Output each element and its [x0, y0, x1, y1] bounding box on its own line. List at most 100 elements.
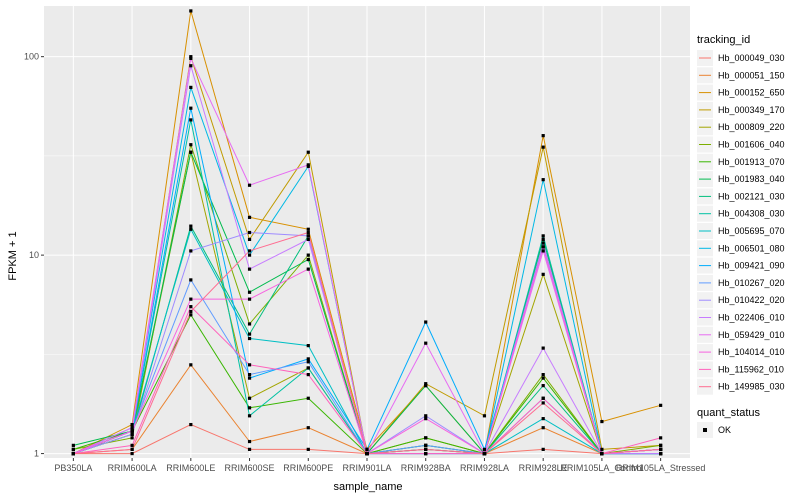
data-point	[424, 447, 428, 451]
x-axis-title: sample_name	[333, 481, 402, 493]
data-point	[247, 230, 252, 235]
legend-label: Hb_010422_020	[718, 295, 785, 305]
data-point	[189, 305, 193, 309]
data-point	[247, 447, 252, 451]
data-point	[424, 417, 428, 421]
data-point	[306, 257, 310, 262]
data-point	[247, 414, 252, 418]
x-tick-label: RRIM901LA	[342, 463, 391, 473]
legend-label: Hb_059429_010	[718, 330, 785, 340]
data-point	[130, 447, 134, 451]
data-point	[189, 224, 193, 228]
data-point	[541, 447, 545, 451]
data-point	[71, 451, 75, 456]
y-axis-title: FPKM + 1	[7, 231, 19, 280]
data-point	[541, 245, 545, 249]
data-point	[247, 363, 252, 367]
x-tick-label: RRIM105LA_Stressed	[616, 463, 706, 473]
legend-label: Hb_001983_040	[718, 174, 785, 184]
legend-label: Hb_000049_030	[718, 53, 785, 63]
data-point	[541, 272, 545, 276]
data-point	[306, 396, 310, 400]
axes: 1 10 100 PB350LA RRIM600LA RRIM600LE RRIM600SE…	[24, 52, 705, 473]
y-tick-label: 1	[34, 449, 39, 459]
data-point	[541, 426, 545, 430]
data-point	[541, 346, 545, 350]
data-point	[130, 426, 134, 430]
data-point	[541, 401, 545, 405]
data-point	[130, 422, 134, 427]
data-point	[247, 322, 252, 326]
legend-label: Hb_002121_030	[718, 191, 785, 201]
data-point	[189, 85, 193, 90]
data-point	[306, 366, 310, 370]
legend-label: Hb_000809_220	[718, 122, 785, 132]
data-point	[189, 56, 193, 61]
data-point	[541, 249, 545, 253]
data-point	[541, 241, 545, 245]
data-point	[306, 373, 310, 377]
data-point	[541, 384, 545, 388]
data-point	[306, 150, 310, 154]
data-point	[600, 451, 604, 456]
legend-label: Hb_004308_030	[718, 209, 785, 219]
data-point	[247, 396, 252, 400]
data-point	[600, 419, 604, 424]
legend-label: Hb_104014_010	[718, 347, 785, 357]
data-point	[365, 451, 369, 456]
data-point	[189, 309, 193, 314]
data-point	[130, 429, 134, 433]
data-point	[424, 414, 428, 418]
legend-label: Hb_000349_170	[718, 105, 785, 115]
data-point	[189, 150, 193, 154]
data-point	[189, 297, 193, 301]
legend-label: Hb_001913_070	[718, 157, 785, 167]
data-point	[247, 297, 252, 301]
data-point	[189, 64, 193, 68]
data-point	[189, 313, 193, 317]
data-point	[541, 178, 545, 182]
data-point	[365, 447, 369, 451]
data-point	[189, 118, 193, 122]
data-point	[130, 451, 134, 456]
data-point	[130, 443, 134, 447]
data-point	[189, 363, 193, 367]
data-point	[424, 382, 428, 386]
data-point	[482, 414, 487, 418]
data-point	[71, 443, 75, 447]
data-point	[306, 267, 310, 271]
data-point	[482, 451, 487, 456]
data-point	[247, 290, 252, 294]
data-point	[306, 360, 310, 364]
data-point	[189, 278, 193, 282]
data-point	[306, 426, 310, 430]
data-point	[189, 249, 193, 253]
data-point	[659, 443, 663, 447]
data-point	[189, 143, 193, 147]
legend-label: Hb_001606_040	[718, 140, 785, 150]
data-point	[189, 9, 193, 13]
data-point	[541, 373, 545, 377]
data-point	[247, 215, 252, 219]
data-point	[306, 234, 310, 238]
legend-label: Hb_149985_030	[718, 382, 785, 392]
data-point	[189, 227, 193, 231]
x-tick-label: PB350LA	[54, 463, 92, 473]
data-point	[541, 134, 545, 138]
shape-legend-label-ok: OK	[718, 425, 731, 435]
data-point	[659, 436, 663, 440]
data-point	[424, 341, 428, 345]
data-point	[659, 447, 663, 451]
legend-label: Hb_022406_010	[718, 313, 785, 323]
data-point	[247, 237, 252, 242]
legend-label: Hb_006501_080	[718, 243, 785, 253]
data-point	[541, 237, 545, 242]
data-point	[424, 384, 428, 388]
data-point	[247, 373, 252, 377]
data-point	[189, 55, 193, 59]
data-point	[306, 227, 310, 231]
data-point	[659, 451, 663, 456]
legend: tracking_id quant_status OK Hb_000049_03…	[697, 34, 785, 438]
data-point	[306, 230, 310, 235]
